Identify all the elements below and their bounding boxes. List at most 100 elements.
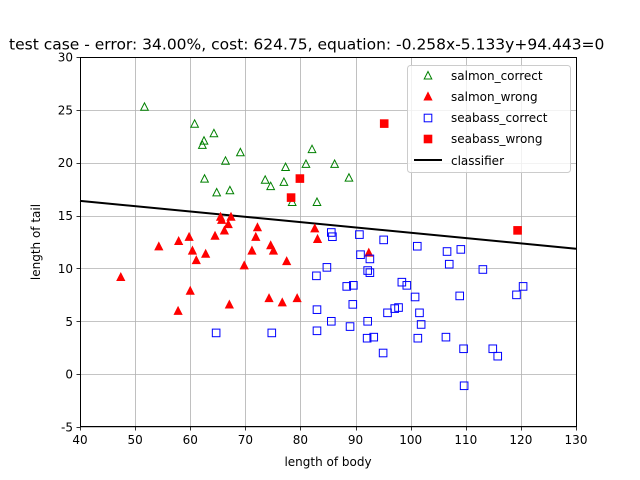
data-point: [209, 128, 219, 138]
data-point: [210, 230, 220, 240]
data-point: [478, 265, 488, 274]
data-point: [251, 231, 261, 241]
data-point: [349, 281, 358, 290]
data-point: [226, 211, 236, 221]
legend-label: salmon_wrong: [451, 90, 538, 104]
data-point: [212, 187, 222, 197]
data-point: [280, 162, 291, 172]
y-tick-label: 25: [58, 103, 73, 117]
data-point: [197, 139, 207, 149]
data-point: [173, 305, 183, 315]
data-point: [444, 259, 454, 269]
data-points: [116, 101, 528, 391]
x-tick-label: 120: [509, 433, 532, 447]
x-tick-label: 100: [399, 433, 422, 447]
series-salmon_wrong: [116, 211, 374, 315]
data-point: [286, 193, 296, 202]
data-point: [342, 282, 352, 291]
legend-box: [407, 65, 571, 173]
data-point: [201, 248, 211, 258]
data-point: [456, 245, 466, 254]
y-tick-label: 0: [65, 368, 73, 382]
y-axis-ticks: -5 0 5 10 15 20 25 30: [58, 51, 80, 435]
data-point: [383, 308, 392, 318]
data-point: [312, 305, 322, 314]
data-point: [199, 135, 209, 145]
data-point: [277, 297, 287, 307]
data-point: [260, 174, 270, 184]
data-point: [223, 219, 233, 229]
data-point: [139, 101, 150, 111]
data-point: [224, 299, 234, 309]
data-point: [328, 232, 337, 242]
data-point: [239, 260, 249, 270]
legend-entry-salmon-wrong: salmon_wrong: [423, 90, 538, 104]
data-point: [267, 328, 277, 338]
data-point: [190, 118, 200, 128]
data-point: [199, 173, 210, 183]
legend-entry-seabass-wrong: seabass_wrong: [423, 132, 543, 146]
data-point: [264, 293, 274, 303]
data-point: [279, 176, 289, 186]
data-point: [312, 326, 322, 336]
data-point: [252, 222, 263, 232]
data-point: [355, 230, 364, 239]
data-point: [312, 196, 322, 206]
data-point: [410, 292, 420, 302]
data-point: [363, 316, 372, 326]
legend-entry-salmon-correct: salmon_correct: [423, 69, 543, 83]
data-point: [412, 241, 422, 251]
data-point: [459, 344, 468, 354]
data-point: [329, 158, 340, 168]
plot-frame: [80, 57, 577, 427]
classifier-layer: [79, 199, 577, 250]
chart-title: test case - error: 34.00%, cost: 624.75,…: [9, 36, 604, 54]
data-point: [268, 245, 279, 255]
data-point: [295, 174, 305, 183]
x-tick-label: 80: [293, 433, 308, 447]
data-point: [416, 320, 426, 329]
data-point: [220, 155, 231, 165]
data-point: [365, 268, 375, 277]
data-point: [312, 271, 321, 281]
data-point: [211, 328, 221, 338]
data-point: [402, 281, 412, 290]
data-point: [512, 290, 521, 300]
data-point: [513, 226, 522, 235]
data-point: [493, 351, 503, 361]
data-point: [488, 344, 498, 354]
data-point: [397, 277, 407, 287]
data-point: [310, 223, 320, 233]
x-axis-ticks: 40 50 60 70 80 90 100 110 120 130: [72, 427, 587, 447]
data-point: [362, 333, 372, 343]
legend-label: seabass_wrong: [451, 132, 543, 146]
x-axis-label: length of body: [284, 455, 371, 469]
data-point: [307, 144, 317, 154]
data-point: [356, 250, 365, 259]
data-point: [301, 158, 311, 168]
data-point: [379, 235, 388, 245]
data-point: [345, 322, 355, 331]
data-point: [394, 303, 403, 312]
y-tick-label: 30: [58, 51, 73, 65]
data-point: [174, 236, 184, 246]
data-point: [322, 263, 332, 272]
legend-label: seabass_correct: [451, 111, 548, 125]
data-point: [219, 225, 230, 235]
data-point: [154, 241, 164, 251]
data-point: [282, 256, 292, 266]
legend-label: salmon_correct: [451, 69, 543, 83]
data-point: [379, 119, 389, 128]
data-point: [292, 293, 302, 303]
data-point: [364, 247, 374, 257]
data-point: [312, 233, 323, 243]
data-point: [225, 185, 235, 195]
data-point: [518, 282, 528, 291]
legend-marker-triangle-filled: [423, 91, 433, 101]
x-tick-label: 40: [72, 433, 87, 447]
data-point: [413, 333, 423, 343]
x-tick-label: 50: [127, 433, 142, 447]
series-salmon_correct: [139, 101, 354, 206]
data-point: [441, 332, 451, 342]
